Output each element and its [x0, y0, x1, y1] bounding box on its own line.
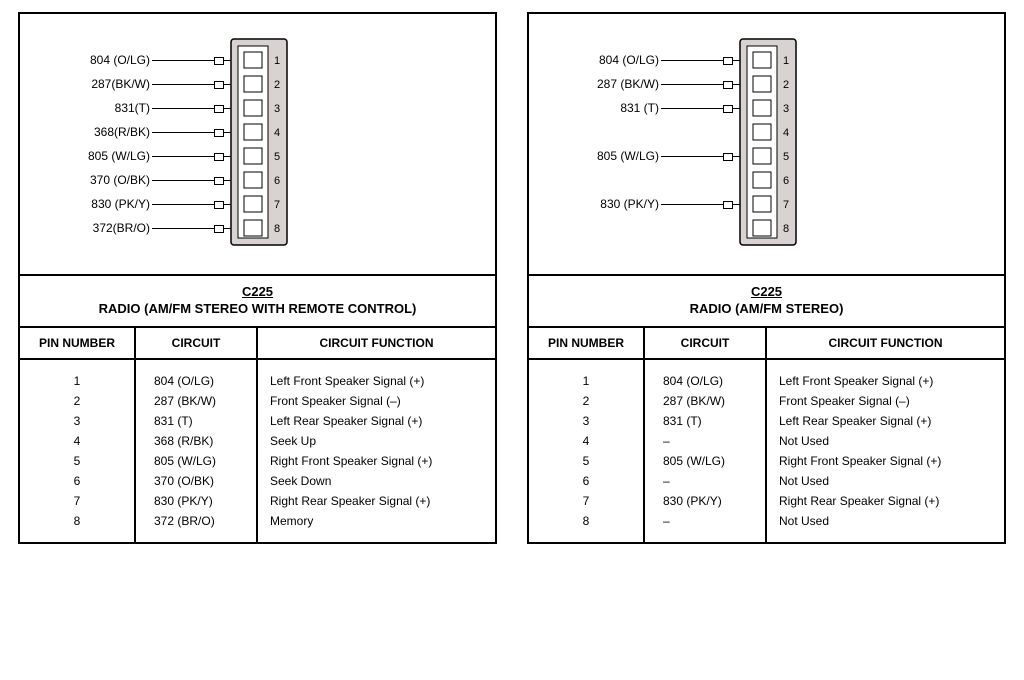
svg-text:5: 5	[274, 151, 280, 163]
svg-text:1: 1	[274, 55, 280, 67]
svg-text:2: 2	[783, 79, 789, 91]
wire-labels-left: 804 (O/LG) 287(BK/W) 831(T) 368(R/BK) 80…	[80, 48, 150, 240]
wire-label: 831(T)	[80, 96, 150, 120]
title-block-right: C225 RADIO (AM/FM STEREO)	[529, 276, 1004, 328]
wire-label: 830 (PK/Y)	[80, 192, 150, 216]
wire-label: 805 (W/LG)	[80, 144, 150, 168]
svg-text:6: 6	[783, 175, 789, 187]
table-row: 7830 (PK/Y)Right Rear Speaker Signal (+)	[529, 491, 1004, 511]
pinout-table-right: PIN NUMBER CIRCUIT CIRCUIT FUNCTION 1804…	[529, 328, 1004, 542]
connector-description: RADIO (AM/FM STEREO WITH REMOTE CONTROL)	[24, 301, 491, 316]
wire-label	[589, 120, 659, 144]
table-row: 4368 (R/BK)Seek Up	[20, 431, 495, 451]
svg-text:4: 4	[783, 127, 789, 139]
svg-text:3: 3	[274, 103, 280, 115]
svg-text:1: 1	[783, 55, 789, 67]
wire-label: 831 (T)	[589, 96, 659, 120]
panel-right: 804 (O/LG) 287 (BK/W) 831 (T) 805 (W/LG)…	[527, 12, 1006, 544]
wire-label: 805 (W/LG)	[589, 144, 659, 168]
table-row: 3831 (T)Left Rear Speaker Signal (+)	[529, 411, 1004, 431]
wire-label: 372(BR/O)	[80, 216, 150, 240]
table-row: 4–Not Used	[529, 431, 1004, 451]
svg-text:2: 2	[274, 79, 280, 91]
pinout-table-left: PIN NUMBER CIRCUIT CIRCUIT FUNCTION 1804…	[20, 328, 495, 542]
table-row: 1804 (O/LG)Left Front Speaker Signal (+)	[529, 359, 1004, 391]
svg-text:7: 7	[274, 199, 280, 211]
svg-text:8: 8	[274, 223, 280, 235]
connector-diagram-right: 804 (O/LG) 287 (BK/W) 831 (T) 805 (W/LG)…	[529, 14, 1004, 276]
wire-label: 287(BK/W)	[80, 72, 150, 96]
col-header-circuit: CIRCUIT	[644, 328, 766, 359]
table-row: 2287 (BK/W)Front Speaker Signal (–)	[20, 391, 495, 411]
wire-label: 830 (PK/Y)	[589, 192, 659, 216]
wire-label: 368(R/BK)	[80, 120, 150, 144]
table-row: 2287 (BK/W)Front Speaker Signal (–)	[529, 391, 1004, 411]
col-header-pin: PIN NUMBER	[20, 328, 135, 359]
wire-label: 370 (O/BK)	[80, 168, 150, 192]
connector-id: C225	[533, 284, 1000, 299]
table-row: 1804 (O/LG)Left Front Speaker Signal (+)	[20, 359, 495, 391]
wire-label	[589, 168, 659, 192]
connector-icon: 1 2 3 4 5 6 7 8	[230, 38, 288, 246]
table-row: 8–Not Used	[529, 511, 1004, 542]
title-block-left: C225 RADIO (AM/FM STEREO WITH REMOTE CON…	[20, 276, 495, 328]
table-row: 6370 (O/BK)Seek Down	[20, 471, 495, 491]
svg-text:6: 6	[274, 175, 280, 187]
connector-id: C225	[24, 284, 491, 299]
page-root: 804 (O/LG) 287(BK/W) 831(T) 368(R/BK) 80…	[0, 0, 1024, 556]
wire-label	[589, 216, 659, 240]
table-row: 5805 (W/LG)Right Front Speaker Signal (+…	[20, 451, 495, 471]
wire-label: 804 (O/LG)	[80, 48, 150, 72]
connector-description: RADIO (AM/FM STEREO)	[533, 301, 1000, 316]
wire-label: 804 (O/LG)	[589, 48, 659, 72]
col-header-pin: PIN NUMBER	[529, 328, 644, 359]
table-row: 6–Not Used	[529, 471, 1004, 491]
wire-labels-right: 804 (O/LG) 287 (BK/W) 831 (T) 805 (W/LG)…	[589, 48, 659, 240]
table-row: 8372 (BR/O)Memory	[20, 511, 495, 542]
panel-left: 804 (O/LG) 287(BK/W) 831(T) 368(R/BK) 80…	[18, 12, 497, 544]
svg-text:4: 4	[274, 127, 280, 139]
connector-diagram-left: 804 (O/LG) 287(BK/W) 831(T) 368(R/BK) 80…	[20, 14, 495, 276]
svg-text:7: 7	[783, 199, 789, 211]
table-row: 3831 (T)Left Rear Speaker Signal (+)	[20, 411, 495, 431]
table-row: 7830 (PK/Y)Right Rear Speaker Signal (+)	[20, 491, 495, 511]
svg-text:5: 5	[783, 151, 789, 163]
connector-icon: 1 2 3 4 5 6 7 8	[739, 38, 797, 246]
svg-text:8: 8	[783, 223, 789, 235]
svg-text:3: 3	[783, 103, 789, 115]
col-header-function: CIRCUIT FUNCTION	[766, 328, 1004, 359]
col-header-function: CIRCUIT FUNCTION	[257, 328, 495, 359]
table-row: 5805 (W/LG)Right Front Speaker Signal (+…	[529, 451, 1004, 471]
wire-label: 287 (BK/W)	[589, 72, 659, 96]
col-header-circuit: CIRCUIT	[135, 328, 257, 359]
